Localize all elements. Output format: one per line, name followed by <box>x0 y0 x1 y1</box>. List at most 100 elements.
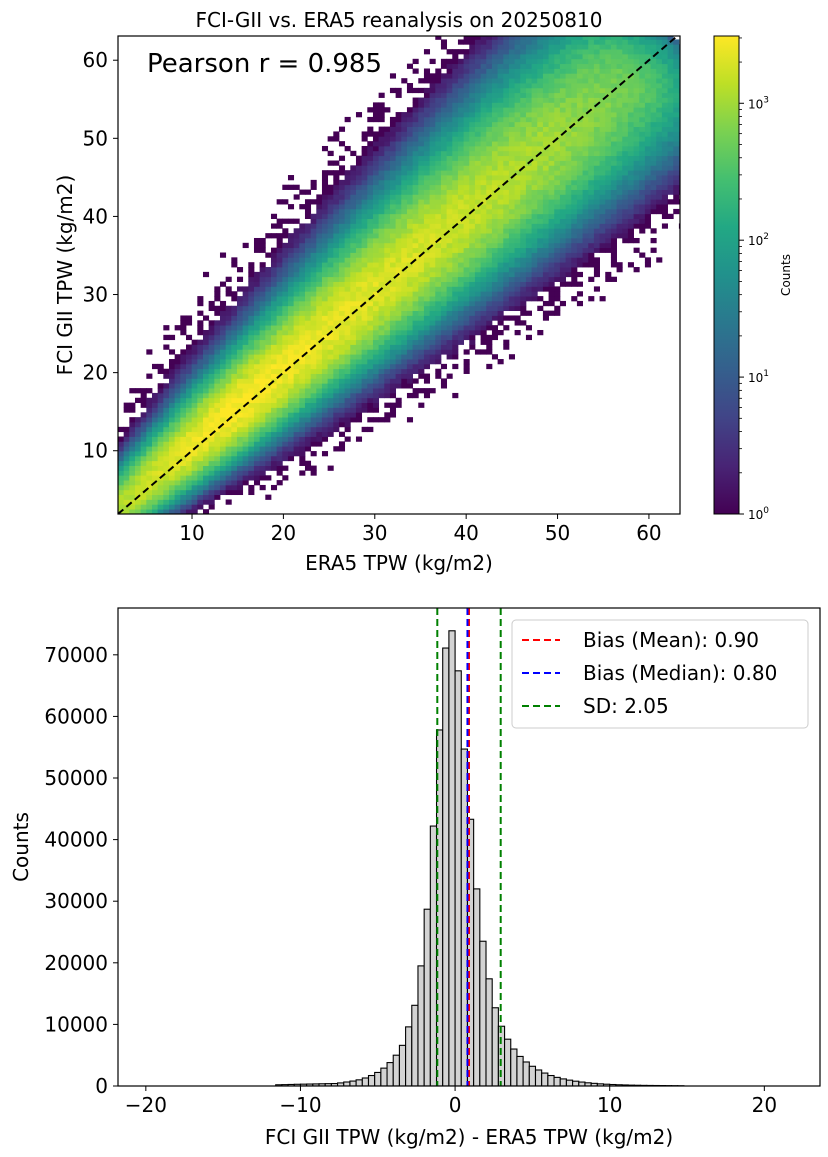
heatmap-cell <box>202 378 210 384</box>
heatmap-cell <box>208 344 215 350</box>
heatmap-cell <box>406 184 414 190</box>
heatmap-cell <box>412 392 419 399</box>
heatmap-cell <box>423 339 431 345</box>
heatmap-cell <box>491 204 499 210</box>
heatmap-cell <box>401 325 408 331</box>
heatmap-cell <box>310 213 317 220</box>
heatmap-cell <box>282 325 289 331</box>
heatmap-cell <box>497 184 504 190</box>
heatmap-cell <box>355 262 363 268</box>
heatmap-cell <box>265 373 272 379</box>
heatmap-cell <box>384 194 391 200</box>
heatmap-cell <box>520 87 527 94</box>
heatmap-cell <box>423 281 431 287</box>
heatmap-cell <box>174 412 181 418</box>
heatmap-cell <box>542 97 549 103</box>
heatmap-cell <box>163 417 170 423</box>
heatmap-cell <box>486 141 493 147</box>
heatmap-cell <box>554 271 561 278</box>
heatmap-cell <box>639 112 646 118</box>
heatmap-cell <box>372 402 380 408</box>
heatmap-cell <box>197 388 204 394</box>
heatmap-cell <box>197 392 204 399</box>
heatmap-cell <box>480 213 487 220</box>
heatmap-cell <box>236 470 244 476</box>
heatmap-cell <box>316 252 323 258</box>
heatmap-cell <box>452 53 459 60</box>
heatmap-cell <box>276 455 283 462</box>
heatmap-cell <box>378 102 385 108</box>
heatmap-cell <box>435 373 442 379</box>
heatmap-cell <box>350 271 357 278</box>
heatmap-cell <box>378 204 385 210</box>
heatmap-cell <box>537 184 544 190</box>
heatmap-cell <box>559 116 566 123</box>
heatmap-cell <box>537 112 544 118</box>
heatmap-cell <box>299 455 306 462</box>
heatmap-cell <box>157 402 164 408</box>
heatmap-cell <box>429 126 436 132</box>
heatmap-cell <box>389 204 397 210</box>
heatmap-cell <box>452 49 459 55</box>
heatmap-cell <box>452 320 459 326</box>
heatmap-cell <box>673 131 680 137</box>
heatmap-cell <box>378 175 385 181</box>
heatmap-cell <box>650 116 657 123</box>
heatmap-cell <box>310 349 317 355</box>
heatmap-cell <box>531 165 538 171</box>
heatmap-cell <box>548 155 555 161</box>
heatmap-cell <box>225 460 232 466</box>
heatmap-cell <box>202 363 210 370</box>
heatmap-cell <box>146 509 153 514</box>
heatmap-cell <box>248 291 255 297</box>
heatmap-cell <box>452 276 459 282</box>
heatmap-cell <box>446 126 453 132</box>
heatmap-cell <box>146 441 153 447</box>
heatmap-cell <box>270 305 278 312</box>
heatmap-cell <box>219 451 227 457</box>
heatmap-cell <box>282 441 289 447</box>
heatmap-cell <box>355 242 363 249</box>
heatmap-cell <box>633 136 640 142</box>
heatmap-cell <box>344 359 351 365</box>
heatmap-cell <box>548 131 555 137</box>
heatmap-cell <box>486 281 493 287</box>
heatmap-cell <box>270 388 278 394</box>
heatmap-cell <box>497 310 504 316</box>
heatmap-cell <box>299 397 306 404</box>
heatmap-cell <box>242 286 249 292</box>
heatmap-cell <box>650 68 657 74</box>
heatmap-cell <box>582 102 589 108</box>
heatmap-cell <box>265 359 272 365</box>
heatmap-cell <box>525 170 532 176</box>
heatmap-cell <box>123 426 130 433</box>
heatmap-cell <box>202 494 210 500</box>
heatmap-cell <box>401 242 408 249</box>
heatmap-cell <box>661 179 668 186</box>
heatmap-cell <box>480 262 487 268</box>
heatmap-cell <box>253 291 261 297</box>
heatmap-cell <box>571 189 578 195</box>
heatmap-cell <box>599 247 606 253</box>
heatmap-cell <box>395 155 402 161</box>
heatmap-cell <box>384 262 391 268</box>
heatmap-cell <box>276 262 283 268</box>
heatmap-cell <box>514 121 521 127</box>
heatmap-cell <box>412 145 419 152</box>
heatmap-cell <box>423 73 431 79</box>
heatmap-cell <box>622 194 629 200</box>
heatmap-cell <box>571 194 578 200</box>
heatmap-cell <box>338 310 346 316</box>
heatmap-cell <box>208 451 215 457</box>
heatmap-cell <box>191 499 198 505</box>
heatmap-cell <box>208 305 215 312</box>
heatmap-cell <box>304 426 312 433</box>
heatmap-cell <box>259 460 266 466</box>
heatmap-cell <box>616 218 623 224</box>
heatmap-cell <box>327 412 334 418</box>
heatmap-cell <box>537 97 544 103</box>
heatmap-cell <box>469 63 476 69</box>
heatmap-cell <box>316 412 323 418</box>
heatmap-cell <box>276 271 283 278</box>
heatmap-cell <box>497 112 504 118</box>
